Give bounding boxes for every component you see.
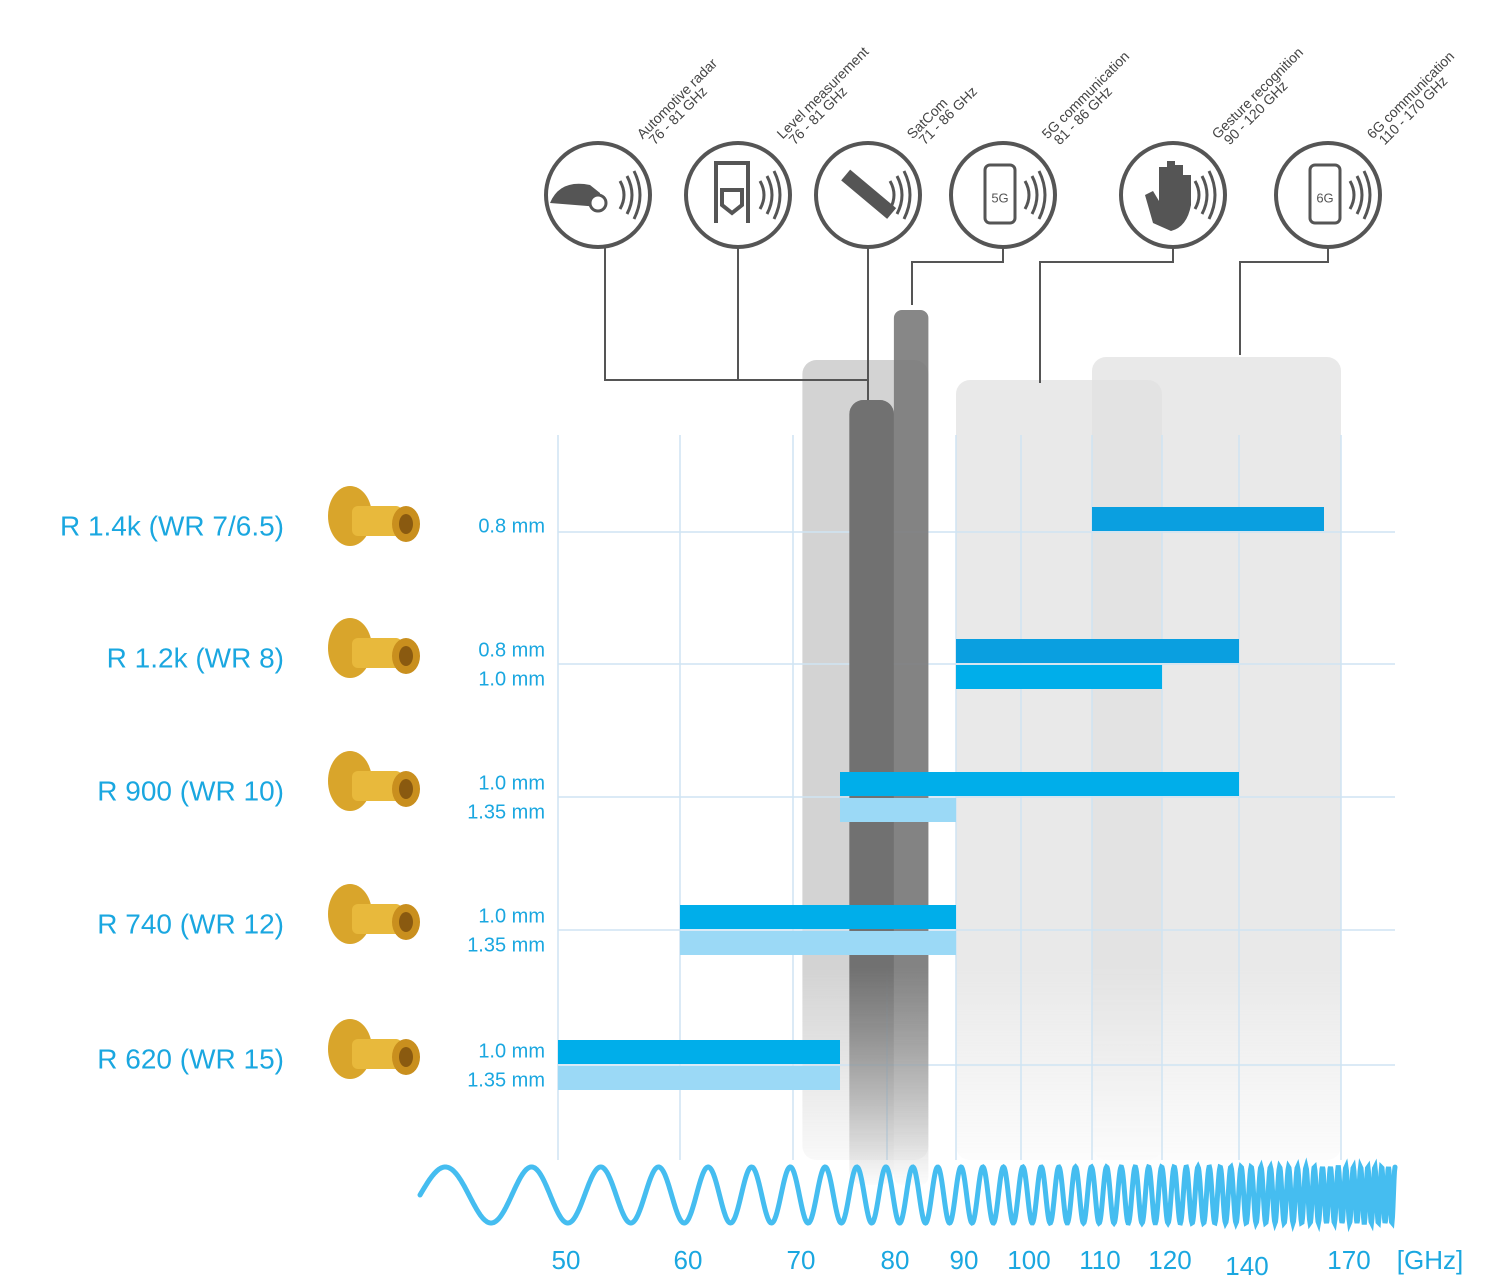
- phone: [1308, 163, 1342, 225]
- product-image: [328, 884, 420, 944]
- x-tick-label: 100: [1007, 1245, 1050, 1275]
- dark-bands: [849, 310, 929, 1185]
- icon-wave: [1207, 170, 1217, 220]
- icon-wave: [1023, 180, 1031, 210]
- icon-wave: [1037, 170, 1047, 220]
- application-band: [1092, 357, 1341, 1160]
- product-body: [352, 904, 402, 934]
- row-label: R 900 (WR 10): [97, 775, 284, 806]
- product-image: [328, 1019, 420, 1079]
- bar-label: 0.8 mm: [478, 639, 545, 661]
- product-hole: [399, 514, 413, 534]
- x-tick-label: 120: [1148, 1245, 1191, 1275]
- range-bar: [840, 772, 1239, 796]
- frequency-wave: [417, 1157, 1398, 1233]
- bar-label: 1.0 mm: [478, 1040, 545, 1062]
- product-body: [352, 1039, 402, 1069]
- range-bar: [1092, 507, 1324, 531]
- icon-wave: [902, 170, 912, 220]
- icon-wave: [618, 180, 626, 210]
- application-band: [893, 310, 929, 1185]
- bar-label: 1.35 mm: [467, 934, 545, 956]
- application-name: Gesture recognition: [1208, 44, 1306, 142]
- range-bar: [840, 798, 956, 822]
- car: [550, 183, 600, 207]
- icon-circle: [1274, 141, 1382, 249]
- bar-label: 1.0 mm: [478, 905, 545, 927]
- bar-label: 0.8 mm: [478, 515, 545, 537]
- icon-wave: [1348, 180, 1356, 210]
- icon-wave: [772, 170, 782, 220]
- application-name: 5G communication: [1038, 48, 1132, 142]
- icon-wave: [1193, 180, 1201, 210]
- wheel: [588, 193, 608, 213]
- icon-circle: [949, 141, 1057, 249]
- product-body: [352, 771, 402, 801]
- x-tick-label: 170: [1327, 1245, 1370, 1275]
- icon-wave: [625, 175, 634, 215]
- range-bar: [558, 1066, 840, 1090]
- icon-wave: [1355, 175, 1364, 215]
- x-tick-label: 110: [1079, 1245, 1120, 1275]
- product-body: [352, 638, 402, 668]
- icon-wave: [1200, 175, 1209, 215]
- product-hole: [399, 779, 413, 799]
- x-tick-label: 140: [1225, 1251, 1268, 1281]
- product-image: [328, 618, 420, 678]
- application-name: 6G communication: [1363, 48, 1457, 142]
- row-label: R 620 (WR 15): [97, 1043, 284, 1074]
- product-hole: [399, 912, 413, 932]
- row-label: R 1.2k (WR 8): [107, 642, 284, 673]
- icon-circle: [684, 141, 792, 249]
- connector-line: [1239, 247, 1329, 355]
- application-name: Level measurement: [773, 43, 871, 141]
- bar-label: 1.0 mm: [478, 668, 545, 690]
- icon-wave: [1030, 175, 1039, 215]
- icon-wave: [758, 180, 766, 210]
- x-tick-label: 70: [787, 1245, 816, 1275]
- product-image: [328, 751, 420, 811]
- tank: [714, 161, 750, 223]
- range-bar: [956, 639, 1239, 663]
- bars: [558, 507, 1324, 1090]
- icon-label: 6G: [1316, 190, 1333, 205]
- bar-label: 1.35 mm: [467, 801, 545, 823]
- icon-wave: [1362, 170, 1372, 220]
- icon-wave: [895, 175, 904, 215]
- satellite: [841, 169, 897, 219]
- range-bar: [558, 1040, 840, 1064]
- bar-label: 1.0 mm: [478, 772, 545, 794]
- application-name: Automotive radar: [633, 55, 720, 142]
- product-hole: [399, 646, 413, 666]
- x-axis-label: [GHz]: [1397, 1245, 1463, 1275]
- connector-lines: [604, 247, 1329, 400]
- icon-wave: [632, 170, 642, 220]
- labels: 50 60 70 80 90 100 110 120 140 170 [GHz] R 1.4k (WR…: [60, 486, 1463, 1281]
- x-tick-label: 50: [552, 1245, 581, 1275]
- x-tick-label: 90: [950, 1245, 979, 1275]
- x-tick-label: 60: [674, 1245, 703, 1275]
- grid: [557, 435, 1395, 1160]
- range-bar: [680, 931, 956, 955]
- connector-line: [1039, 247, 1174, 383]
- hand: [1145, 161, 1191, 231]
- icon-label: 5G: [991, 190, 1008, 205]
- product-body: [352, 506, 402, 536]
- bar-label: 1.35 mm: [467, 1069, 545, 1091]
- row-label: R 740 (WR 12): [97, 908, 284, 939]
- product-image: [328, 486, 420, 546]
- phone: [983, 163, 1017, 225]
- range-bar: [680, 905, 956, 929]
- icon-wave: [765, 175, 774, 215]
- connector-line: [911, 247, 1004, 305]
- range-bar: [956, 665, 1162, 689]
- row-label: R 1.4k (WR 7/6.5): [60, 510, 284, 541]
- x-tick-label: 80: [881, 1245, 910, 1275]
- product-hole: [399, 1047, 413, 1067]
